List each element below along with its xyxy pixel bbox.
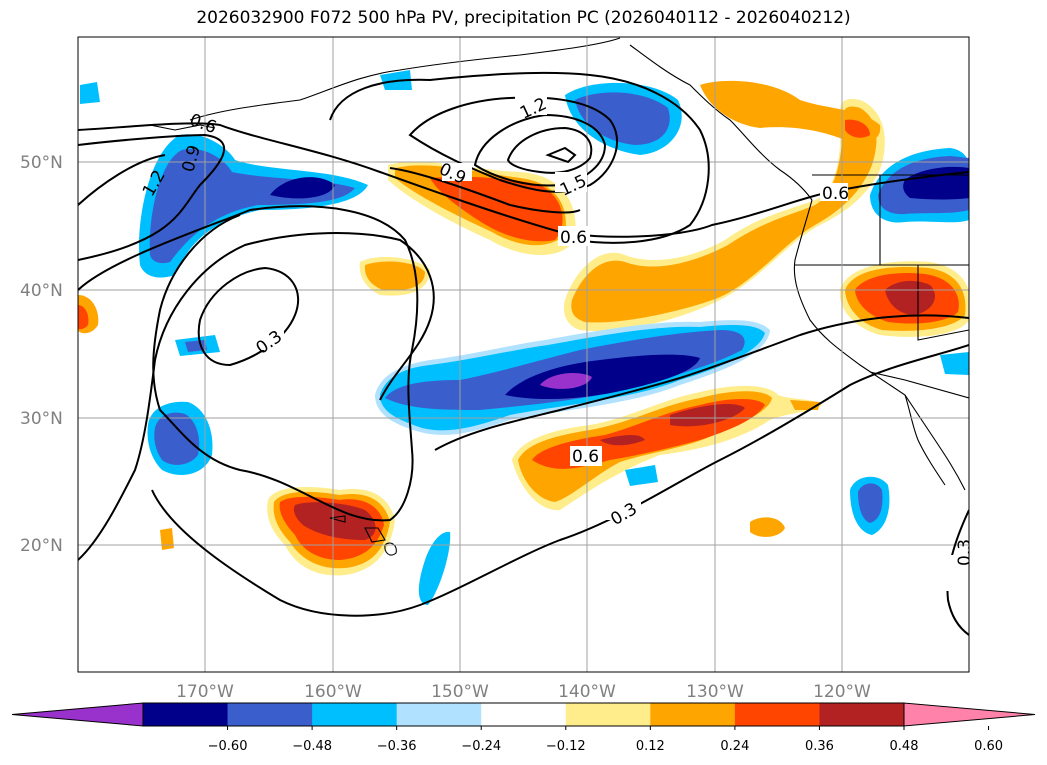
pos-region-small-east [750, 517, 785, 537]
pos-region-swus-core [885, 280, 935, 315]
colorbar-swatch [396, 703, 482, 726]
contour-label-9: 0.6 [572, 447, 599, 467]
contour-0.3-band [151, 344, 969, 617]
contour-2.1 [545, 146, 577, 164]
coastline-aleutian [149, 124, 216, 131]
coastline-bc [629, 44, 813, 201]
colorbar-swatch [143, 703, 229, 726]
colorbar-swatch [312, 703, 398, 726]
contour-1.8 [506, 126, 593, 174]
contour-1.2-central [329, 71, 710, 244]
neg-region-subtropical-min [540, 373, 592, 389]
colorbar-tick-label: 0.12 [636, 739, 665, 754]
lat-label-20n: 20°N [20, 536, 63, 556]
colorbar-swatch [819, 703, 905, 726]
contour-1.5 [473, 113, 607, 187]
colorbar-tick-label: 0.24 [720, 739, 749, 754]
colorbar: −0.60 −0.48 −0.36 −0.24 −0.12 0.12 0.24 0.36 0.4… [11, 702, 1036, 754]
border-mexico [869, 371, 969, 399]
colorbar-swatch [481, 703, 567, 726]
contour-1.2-outer [78, 154, 166, 206]
colorbar-swatch [650, 703, 736, 726]
pos-region-pnw-core [845, 119, 870, 138]
pos-region-small-west [160, 528, 174, 550]
contour-label-7: 0.6 [560, 228, 587, 248]
coastline-west-us [793, 199, 966, 491]
island-hawaii-3 [384, 542, 397, 556]
neg-region-nw-core [270, 177, 335, 199]
contour-0.3-east [946, 509, 969, 636]
neg-region-edge-east [940, 352, 969, 375]
lon-label-150w: 150°W [431, 682, 489, 702]
colorbar-extend-max [903, 702, 1036, 727]
colorbar-tick-label: −0.60 [208, 739, 248, 754]
neg-region-nw-tip [80, 82, 100, 104]
precip-shading [78, 70, 969, 605]
map-frame [77, 36, 970, 673]
contour-0.9-central [389, 167, 581, 214]
colorbar-tick-label: −0.36 [377, 739, 417, 754]
colorbar-tick-label: 0.36 [805, 739, 834, 754]
map-content: 0.6 0.9 1.2 0.9 1.2 1.5 0.6 0.3 0.6 0.3 … [78, 37, 975, 672]
lon-label-140w: 140°W [558, 682, 616, 702]
pos-region-central-mid [364, 261, 425, 291]
colorbar-frame [142, 702, 905, 727]
lat-label-50n: 50°N [20, 153, 63, 173]
coastline-alaska [189, 37, 621, 121]
colorbar-extend-min [11, 702, 144, 727]
lat-label-30n: 30°N [20, 409, 63, 429]
contour-0.9-outer [78, 133, 226, 261]
contour-0.3-inner [197, 266, 300, 367]
lon-label-160w: 160°W [304, 682, 362, 702]
map-title: 2026032900 F072 500 hPa PV, precipitatio… [196, 8, 851, 28]
contour-0.6-band [434, 314, 969, 451]
neg-region-east-mid [858, 483, 883, 523]
island-hawaii-2 [364, 527, 386, 543]
colorbar-tick-label: 0.60 [974, 739, 1003, 754]
lat-label-40n: 40°N [20, 281, 63, 301]
lon-label-170w: 170°W [176, 682, 234, 702]
neg-region-nw-mid [149, 149, 355, 264]
contour-0.6-south [78, 232, 435, 561]
contour-low-center [408, 96, 619, 193]
neg-region-hawaii-north-mid [154, 412, 200, 465]
pos-region-southern-core [600, 435, 645, 446]
contour-label-12: 0.3 [955, 539, 975, 566]
colorbar-tick-label: −0.12 [546, 739, 586, 754]
neg-region-south-strip [418, 531, 451, 605]
colorbar-tick-label: −0.48 [292, 739, 332, 754]
lon-label-120w: 120°W [813, 682, 871, 702]
contour-labels: 0.6 0.9 1.2 0.9 1.2 1.5 0.6 0.3 0.6 0.3 … [139, 94, 975, 591]
neg-region-small-3 [625, 465, 658, 486]
contour-label-1: 0.6 [822, 184, 849, 204]
pos-region-southern-core-2 [670, 404, 745, 427]
colorbar-swatch [734, 703, 820, 726]
colorbar-swatch [565, 703, 651, 726]
colorbar-swatch [227, 703, 313, 726]
pos-region-hawaii-core [293, 502, 376, 540]
island-hawaii-1 [329, 515, 346, 523]
coastline-baja [904, 394, 946, 486]
pos-region-north-core [430, 176, 563, 242]
colorbar-tick-label: −0.24 [461, 739, 501, 754]
pos-region-west-edge-core [78, 305, 89, 330]
pos-region-pnw [700, 80, 881, 142]
pos-region-coast-mid [571, 106, 877, 323]
colorbar-tick-label: 0.48 [890, 739, 919, 754]
lon-label-130w: 130°W [686, 682, 744, 702]
